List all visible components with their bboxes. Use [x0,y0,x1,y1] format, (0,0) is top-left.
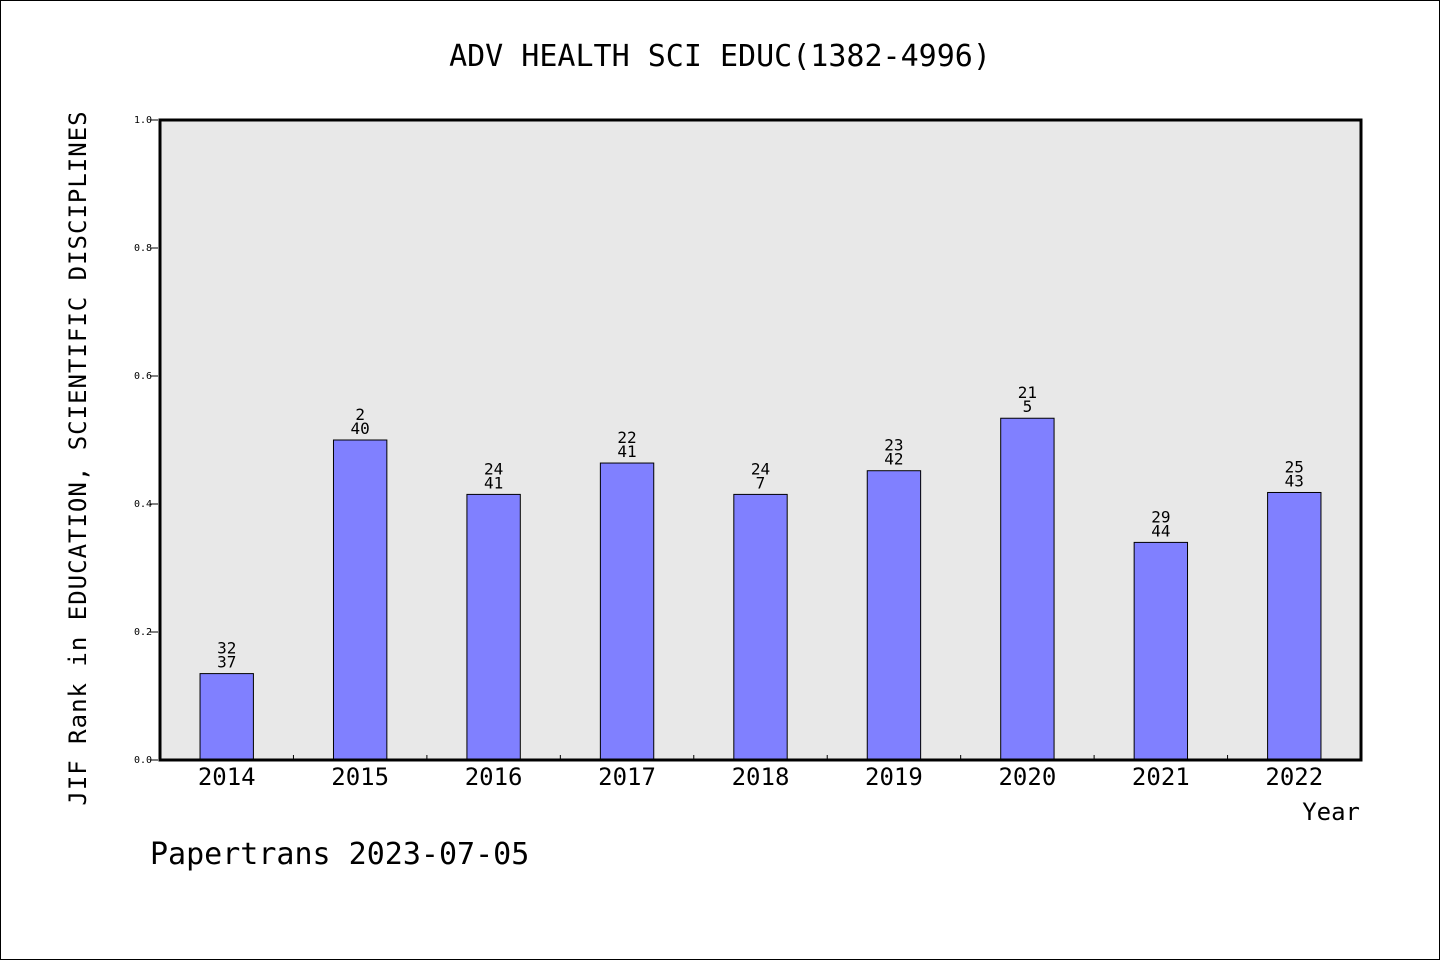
bar-2019 [866,470,922,761]
bar-label-top: 25 [1285,457,1304,476]
x-tick-label: 2017 [598,763,656,791]
plot-border [158,118,1363,762]
x-tick-label: 2016 [465,763,523,791]
chart-title: ADV HEALTH SCI EDUC(1382-4996) [449,39,991,74]
bar-2016 [466,493,521,761]
x-axis-label: Year [1302,798,1360,826]
bar-2021 [1133,541,1189,761]
bar-label-top: 24 [484,459,503,478]
bar-label-bottom: 41 [617,442,636,461]
bar-2020 [1000,417,1055,761]
bar-2017 [599,462,655,761]
y-tick-label: 0.4 [134,499,152,510]
y-tick-label: 0.6 [134,371,152,382]
bar-label-bottom: 7 [756,473,766,492]
x-tick-label: 2021 [1132,763,1190,791]
bar-label-bottom: 5 [1023,397,1033,416]
bar-label-top: 29 [1151,507,1170,526]
x-tick-label: 2020 [998,763,1056,791]
y-tick-label: 0.8 [134,243,152,254]
x-tick-label: 2022 [1265,763,1323,791]
y-tick-label: 1.0 [134,115,152,126]
x-axis-ticks: 2014 2015 2016 2017 2018 2019 2020 2021 2022 [198,755,1323,791]
x-tick-label: 2014 [198,763,256,791]
bar-label-top: 21 [1018,383,1037,402]
bar-label-bottom: 40 [351,419,370,438]
y-tick-label: 0.2 [134,627,152,638]
bar-label-bottom: 37 [217,653,236,672]
x-tick-label: 2015 [331,763,389,791]
y-axis-label: JIF Rank in EDUCATION, SCIENTIFIC DISCIP… [64,110,92,805]
bar-2014 [199,673,254,761]
x-tick-label: 2019 [865,763,923,791]
bar-label-top: 23 [884,436,903,455]
bar-label-top: 32 [217,639,236,658]
bar-label-top: 2 [355,405,365,424]
bar-2015 [332,439,388,761]
y-axis-ticks: 0.0 0.2 0.4 0.6 0.8 1.0 [134,115,158,766]
bar-label-top: 22 [617,428,636,447]
bar-2022 [1267,491,1322,761]
footer-text: Papertrans 2023-07-05 [150,837,529,872]
bar-2018 [733,493,788,761]
x-tick-label: 2018 [732,763,790,791]
bar-label-bottom: 44 [1151,521,1170,540]
bar-label-bottom: 43 [1285,471,1304,490]
y-tick-label: 0.0 [134,755,152,766]
bar-label-bottom: 42 [884,450,903,469]
bar-label-top: 24 [751,459,770,478]
bar-label-bottom: 41 [484,473,503,492]
